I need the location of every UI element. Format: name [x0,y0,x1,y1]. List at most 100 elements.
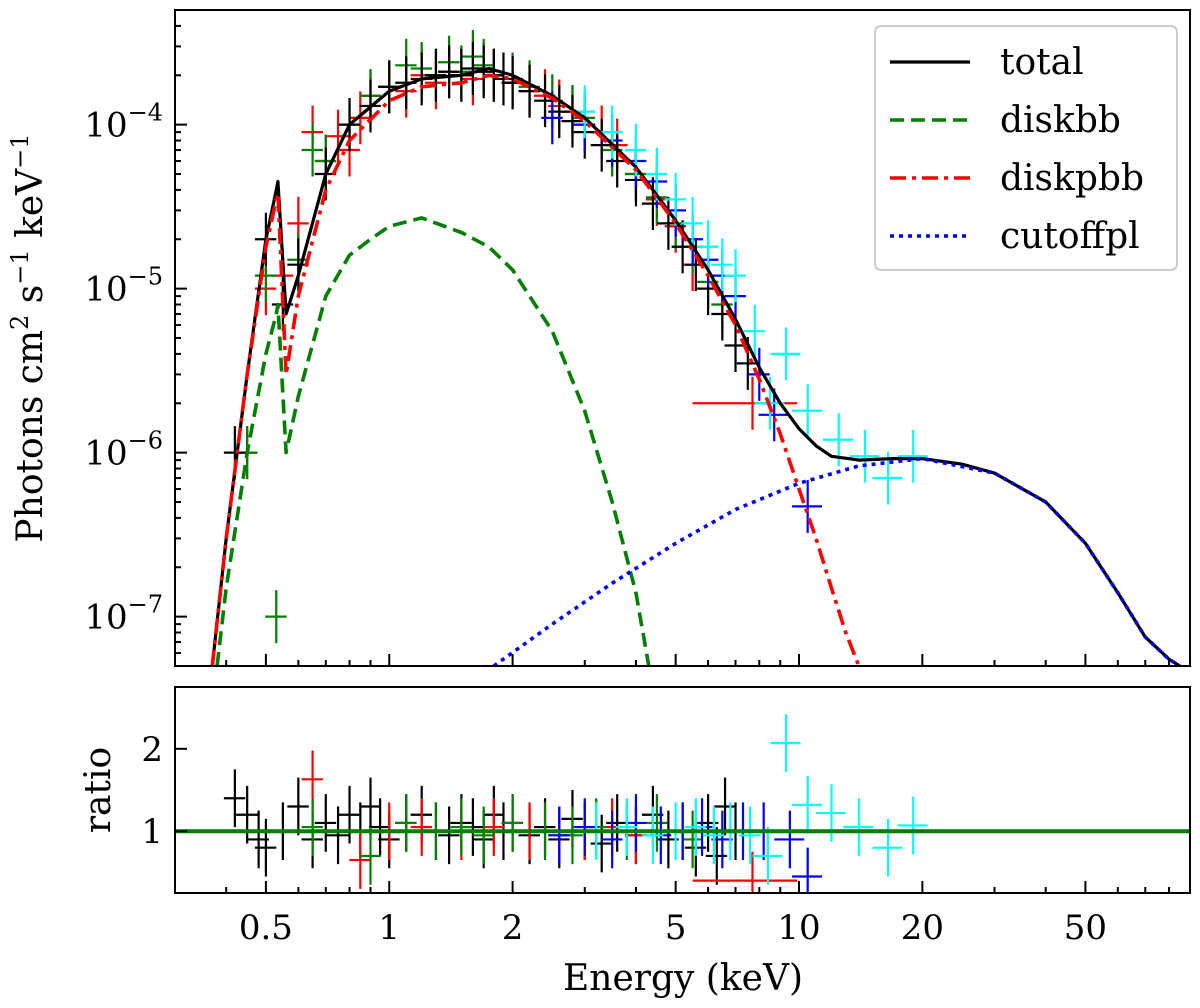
data-point [438,45,460,99]
ratio-plot-area [175,714,1190,893]
y-axis-label-top: Photons cm2 s−1 keV−1 [6,133,51,542]
ratio-point [472,806,495,865]
x-tick-label: 50 [1064,908,1107,948]
ratio-point [615,798,638,856]
data-point [561,94,583,148]
legend-label-cutoffpl: cutoffpl [1000,216,1140,257]
data-point [590,118,613,172]
ratio-point [254,818,277,877]
ratio-point [714,777,736,836]
legend: total diskbb diskpbb cutoffpl [874,25,1178,271]
x-tick-label: 2 [502,908,524,948]
y-tick-label: 10−7 [84,591,163,638]
ratio-axes-frame [174,686,1191,894]
ratio-point [697,794,719,852]
data-set-green [236,30,733,644]
ratio-point [897,796,928,855]
ratio-point [301,798,323,856]
ratio-point [287,777,309,836]
ratio-point [739,806,761,865]
ratio-point [501,794,523,852]
y-tick-label: 10−5 [84,263,163,310]
ratio-point [645,794,668,852]
ratio-point [314,794,337,852]
ratio-point [792,847,823,893]
data-point [664,172,687,226]
ratio-point [641,806,664,865]
ratio-point [792,775,823,834]
ratio-point [601,810,623,869]
data-point [724,319,746,372]
data-set-blue [541,91,823,533]
model-curve-diskpbb [210,73,861,666]
y-tick-label: 10−4 [84,99,163,146]
ratio-point [450,798,472,856]
ratio-set-blue [548,794,823,893]
y-tick-label: 10−6 [84,427,163,474]
data-point [606,134,628,188]
legend-box [874,25,1178,271]
data-point [681,196,703,250]
y-axis-label-bottom: ratio [78,747,119,833]
ratio-point [692,851,798,893]
ratio-point [236,785,258,844]
ratio-point [410,798,433,856]
ratio-y-tick-label: 1 [141,812,163,852]
data-point [792,384,823,438]
ratio-point [684,798,707,856]
data-point [492,52,514,106]
ratio-point [338,785,360,844]
data-point [601,105,623,159]
ratio-point [395,794,417,852]
data-point [792,479,823,533]
data-point [711,238,733,292]
ratio-point [359,827,381,885]
model-curve-cutoffpl [492,456,1181,666]
data-point [301,123,323,177]
ratio-panel: 1 2 0.5 1 2 5 10 20 50 [141,686,1191,948]
data-point [897,429,928,483]
x-tick-label: 1 [378,908,400,948]
ratio-point [843,798,874,856]
data-point [697,220,719,274]
ratio-point [349,831,371,889]
ratio-point [369,798,391,856]
x-tick-label: 10 [777,908,820,948]
ratio-point [223,769,246,828]
ratio-point [770,714,801,772]
data-point [770,327,801,381]
ratio-set-green [301,794,703,885]
ratio-point [327,806,349,865]
x-tick-label: 20 [901,908,944,948]
ratio-point [438,806,460,865]
ratio-point [624,794,647,852]
legend-label-diskbb: diskbb [1000,100,1121,141]
ratio-point [872,818,903,877]
spectrum-plot-area [210,30,1181,666]
data-point [724,249,746,303]
ratio-point [606,794,628,852]
legend-label-total: total [1000,42,1084,83]
x-tick-label: 0.5 [239,908,293,948]
data-point [758,388,789,442]
ratio-y-tick-label: 2 [141,730,163,770]
data-point [378,60,400,114]
ratio-point [482,798,505,856]
ratio-point [752,827,783,885]
ratio-point [573,798,596,856]
data-point [424,48,447,102]
ratio-point [774,810,805,869]
data-point [265,590,287,644]
data-point [645,147,668,201]
ratio-point [590,814,613,873]
ratio-point [681,810,703,869]
x-tick-label: 5 [665,908,687,948]
ratio-point [702,806,725,865]
data-point [743,304,766,358]
ratio-point [548,806,570,865]
data-point [461,42,484,95]
ratio-point [359,777,381,836]
spectrum-panel: 10−7 10−6 10−5 10−4 total diskbb diskpbb cutoff… [84,9,1191,667]
ratio-point [815,784,846,842]
